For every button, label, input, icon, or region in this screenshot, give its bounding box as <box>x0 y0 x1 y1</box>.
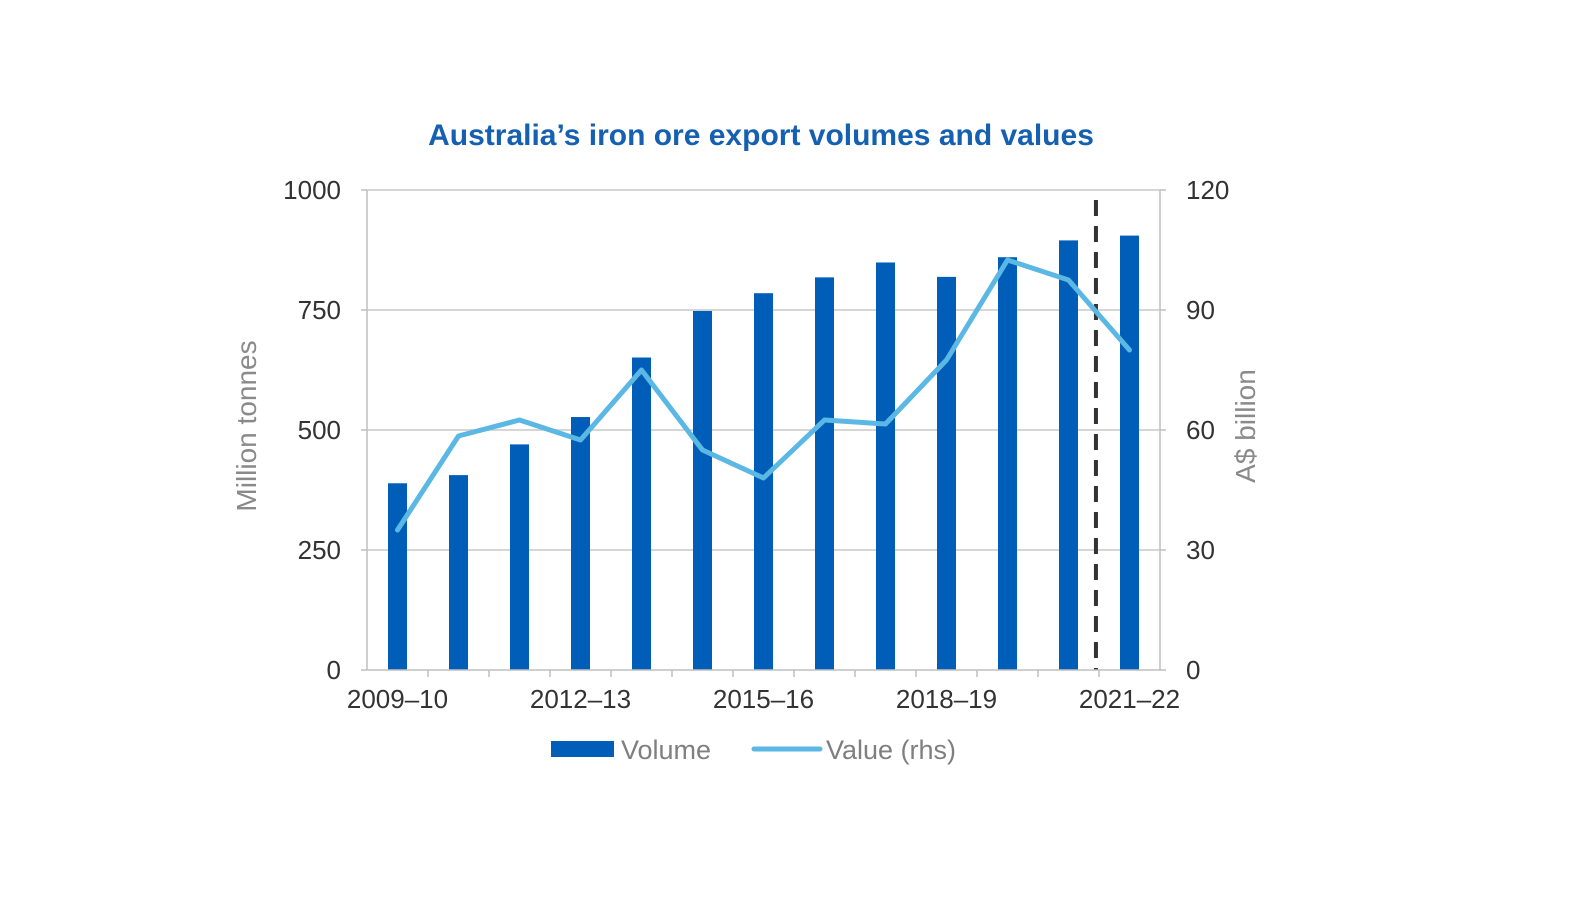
value-point <box>580 439 581 441</box>
volume-bar <box>632 357 651 670</box>
right-axis-ticks: 0 30 60 90 120 <box>1186 175 1229 685</box>
value-point <box>1068 279 1069 281</box>
y2-axis-title: A$ billion <box>1230 369 1261 483</box>
y-tick-label: 250 <box>298 535 341 565</box>
volume-bar <box>693 310 712 670</box>
legend-value-label: Value (rhs) <box>826 735 956 765</box>
y-tick-label: 0 <box>327 655 341 685</box>
chart-title: Australia’s iron ore export volumes and … <box>428 119 1094 152</box>
value-point <box>1129 349 1130 351</box>
axes <box>361 189 1166 677</box>
left-axis-ticks: 0 250 500 750 1000 <box>283 175 341 685</box>
volume-bar <box>754 293 773 670</box>
value-point <box>397 529 398 531</box>
value-point <box>1007 259 1008 261</box>
x-tick-label: 2018–19 <box>896 684 997 714</box>
y2-tick-label: 120 <box>1186 175 1229 205</box>
volume-bar <box>998 257 1017 670</box>
volume-bar <box>815 277 834 670</box>
volume-bar <box>876 262 895 670</box>
y-axis-title: Million tonnes <box>231 340 262 511</box>
x-tick-label: 2015–16 <box>713 684 814 714</box>
volume-bar <box>510 444 529 670</box>
value-line <box>395 257 1132 533</box>
value-point <box>763 477 764 479</box>
y-tick-label: 1000 <box>283 175 341 205</box>
volume-bar <box>449 475 468 670</box>
x-tick-label: 2009–10 <box>347 684 448 714</box>
value-point <box>702 449 703 451</box>
value-point <box>946 359 947 361</box>
x-axis-ticks: 2009–10 2012–13 2015–16 2018–19 2021–22 <box>347 684 1180 714</box>
volume-bar <box>388 483 407 670</box>
value-point <box>824 419 825 421</box>
x-tick-label: 2012–13 <box>530 684 631 714</box>
volume-bar <box>1120 235 1139 670</box>
value-point <box>519 419 520 421</box>
volume-bar <box>1059 240 1078 670</box>
y2-tick-label: 60 <box>1186 415 1215 445</box>
x-tick-label: 2021–22 <box>1079 684 1180 714</box>
legend: Volume Value (rhs) <box>551 735 956 765</box>
legend-volume-label: Volume <box>621 735 711 765</box>
y2-tick-label: 30 <box>1186 535 1215 565</box>
volume-bar <box>571 417 590 670</box>
volume-bars <box>388 235 1139 670</box>
y-tick-label: 750 <box>298 295 341 325</box>
legend-volume-swatch <box>551 741 614 757</box>
value-point <box>641 369 642 371</box>
value-point <box>458 435 459 437</box>
value-point <box>885 423 886 425</box>
volume-bar <box>937 276 956 670</box>
y2-tick-label: 90 <box>1186 295 1215 325</box>
y-tick-label: 500 <box>298 415 341 445</box>
y2-tick-label: 0 <box>1186 655 1200 685</box>
